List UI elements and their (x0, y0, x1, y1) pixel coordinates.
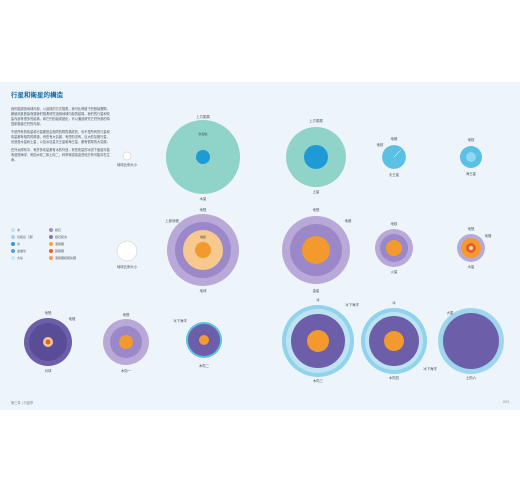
planet-annotation: 地幔 (345, 218, 352, 223)
planet-io: 木衛一 地殼 (103, 312, 149, 373)
intro-paragraph: 不是所有的衛星和行星都是由相同的物質構成的，也不是所有的行星和衛星都有相同的構造… (11, 130, 110, 144)
planet-annotation: 地核 (377, 142, 384, 147)
planet-core (304, 145, 328, 169)
legend-item: 氫和氦（液） (11, 235, 35, 239)
planet-annotation: 冰下海洋 (345, 302, 359, 307)
planet-callisto: 木衛四 冰 冰下海洋 (361, 300, 437, 380)
planet-annotation: 冰 (392, 300, 396, 305)
planet-core (196, 150, 210, 164)
planet-europa: 木衛二 冰下海洋 (173, 318, 222, 368)
planet-core (302, 236, 330, 264)
legend-swatch (49, 249, 53, 253)
planet-annotation: 地核 (200, 234, 206, 239)
page-background (0, 82, 520, 410)
planet-annotation: 氫和氦 (198, 131, 207, 136)
intro-paragraph: 在外太陽系中，有許多衛星都有冰的外殼，有些衛星的冰殼下面還可能有液態海洋，例如木… (11, 148, 110, 162)
planet-core (195, 242, 211, 258)
planet-annotation: 上方氣層 (309, 118, 323, 123)
planet-annotation: 地幔 (391, 136, 398, 141)
planet-layer-mantle (443, 313, 499, 369)
legend-item: 冰 (11, 228, 20, 232)
planet-name: 木衛四 (389, 375, 400, 380)
legend-item: 液態鐵和硫化鐵 (49, 256, 76, 260)
legend-swatch (11, 228, 15, 232)
scale-label: 地球比例大小 (117, 162, 138, 167)
planet-uranus: 天王星 地幔 地核 (377, 136, 407, 177)
legend-item: 大氣 (11, 256, 23, 260)
planet-titan: 土衛六 大氣 (438, 308, 504, 380)
planet-annotation: 地核 (391, 221, 398, 226)
planet-annotation: 地殼 (45, 310, 52, 315)
planet-core (384, 331, 404, 351)
planet-ganymede: 木衛三 冰 冰下海洋 (282, 297, 359, 383)
legend-swatch (11, 242, 15, 246)
planet-name: 水星 (468, 264, 475, 269)
planet-annotation: 地幔 (485, 233, 492, 238)
planet-annotation: 大氣 (447, 310, 454, 315)
planet-core (199, 335, 209, 345)
planet-annotation: 地殼 (200, 207, 207, 212)
planet-saturn: 土星 上方氣層 (286, 118, 346, 194)
planet-core (466, 152, 476, 162)
planet-name: 海王星 (466, 171, 477, 176)
planet-name: 金星 (313, 288, 320, 293)
planet-annotation: 地殼 (468, 226, 475, 231)
planet-name: 木衛一 (121, 368, 132, 373)
legend-item: 岩石和冰 (49, 235, 67, 239)
legend-swatch (11, 249, 15, 253)
planet-venus: 金星 地殼 地幔 (282, 207, 352, 293)
planet-annotation: 冰下海洋 (423, 366, 437, 371)
planet-core (386, 240, 402, 256)
planet-moon: 月球 地殼 地幔 (24, 310, 76, 373)
planet-earth: 地球 地殼 上部地幔 地核 (165, 207, 239, 293)
legend-swatch (49, 256, 53, 260)
planet-annotation: 地核 (468, 137, 475, 142)
planet-annotation: 冰 (316, 297, 320, 302)
planet-outline (381, 144, 407, 170)
intro-text: 我們能調查地球內部，以這樣的方式推測，我可比得彼下的數據實際，都使用其數據而讓我… (11, 107, 111, 166)
footer-chapter: 第三章 | 行星學 (11, 401, 34, 405)
planet-name: 土星 (313, 189, 320, 194)
legend-swatch (11, 256, 15, 260)
planet-name: 土衛六 (466, 375, 477, 380)
intro-paragraph: 我們能調查地球內部，以這樣的方式推測，我可比得彼下的數據實際，都使用其數據而讓我… (11, 107, 110, 126)
planet-name: 木星 (200, 196, 207, 201)
cutaway-line (393, 149, 402, 158)
legend-swatch (49, 228, 53, 232)
planet-annotation: 地殼 (123, 312, 130, 317)
planet-annotation: 冰下海洋 (173, 318, 187, 323)
planet-jupiter: 木星 上方氣層 氫和氦 (166, 114, 240, 201)
legend-item: 液態鐵 (49, 242, 64, 246)
planet-name: 木衛二 (199, 363, 210, 368)
legend-swatch (49, 235, 53, 239)
planet-neptune: 海王星 地核 (460, 137, 482, 176)
planet-core (307, 330, 329, 352)
legend-item: 水 (11, 242, 20, 246)
page-title: 行星和衛星的構造 (11, 91, 63, 99)
planet-annotation: 上方氣層 (196, 114, 210, 119)
planet-mars: 火星 地核 (375, 221, 413, 274)
legend-item: 岩石 (49, 228, 61, 232)
planet-mercury: 水星 地殼 地幔 (457, 226, 492, 269)
legend-swatch (49, 242, 53, 246)
planet-annotation: 地幔 (69, 316, 76, 321)
planet-annotation: 地殼 (313, 207, 320, 212)
planet-core (45, 339, 51, 345)
planet-name: 月球 (45, 368, 52, 373)
planet-inner-core (469, 246, 473, 250)
scale-label: 地球比例大小 (117, 264, 138, 269)
planet-name: 天王星 (389, 172, 400, 177)
legend-item: 金屬氫 (11, 249, 26, 253)
earth-scale-circle (116, 240, 138, 262)
earth-scale-circle (122, 151, 132, 161)
planet-core (119, 335, 133, 349)
legend-swatch (11, 235, 15, 239)
footer-page-number: 053 (502, 400, 509, 404)
planet-name: 火星 (391, 269, 398, 274)
planet-annotation: 上部地幔 (165, 218, 179, 223)
planet-name: 地球 (200, 288, 207, 293)
planet-name: 木衛三 (313, 378, 324, 383)
legend-item: 固態鐵 (49, 249, 64, 253)
